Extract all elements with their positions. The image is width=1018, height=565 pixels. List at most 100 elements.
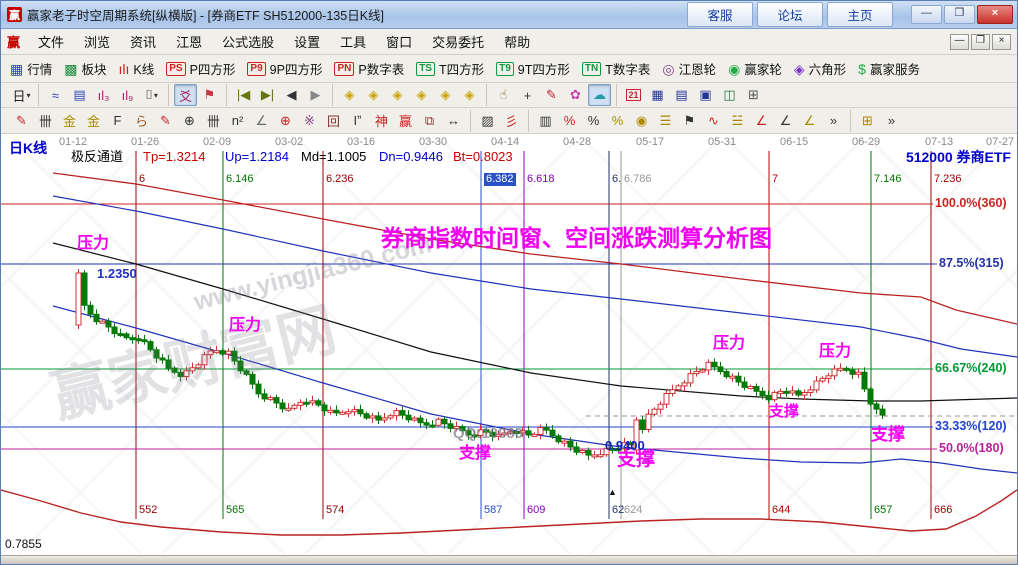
gold-hlines2-icon[interactable]: ☱	[731, 112, 744, 128]
kline-button[interactable]: ılı K线	[114, 57, 160, 80]
color-flag-icon[interactable]: ⚑	[203, 87, 216, 102]
ying-tool-icon[interactable]: 赢	[398, 114, 412, 129]
gann-level-label[interactable]: 50.0%(180)	[939, 441, 1004, 455]
pattern-icon[interactable]: ≈	[51, 87, 60, 103]
save-icon[interactable]: ▣	[699, 87, 712, 102]
pencil-tool-icon[interactable]: ✎	[16, 112, 27, 128]
support-annotation[interactable]: 支撑	[769, 403, 800, 420]
set-square-icon[interactable]: ∠	[255, 112, 268, 128]
resistance-annotation[interactable]: 压力	[229, 317, 262, 334]
gann-vline-top-label[interactable]: 7	[772, 173, 779, 185]
pct-strike-icon[interactable]: %	[563, 113, 576, 128]
fit-width-icon[interactable]: ◈	[392, 87, 403, 102]
wave-cloud-icon[interactable]: ☁	[588, 84, 611, 106]
resistance-annotation[interactable]: 压力	[77, 235, 110, 252]
shade-rect-icon[interactable]: ▨	[481, 112, 494, 128]
gann-vline-bottom-label[interactable]: 657	[874, 504, 893, 516]
h-measure-icon[interactable]: ↔	[447, 113, 460, 128]
mdi-minimize-button[interactable]: —	[950, 33, 969, 50]
quotes-button[interactable]: ▦ 行情	[5, 57, 57, 80]
calendar-icon[interactable]: 21	[626, 89, 641, 101]
f-angle-icon[interactable]: ∠	[779, 112, 792, 128]
gann-vline-bottom-label[interactable]: 565	[226, 504, 245, 516]
homepage-button[interactable]: 主页	[827, 2, 893, 27]
winner-wheel-button[interactable]: ◉ 赢家轮	[723, 57, 787, 80]
info-panel-icon[interactable]: ▤	[73, 87, 86, 102]
gann-vline-top-label[interactable]: 6.382	[484, 173, 516, 186]
gann-vline-bottom-label[interactable]: 552	[139, 504, 158, 516]
full-view-icon[interactable]: ◈	[464, 87, 475, 102]
forum-button[interactable]: 论坛	[757, 2, 823, 27]
gann-vline-top-label[interactable]: 7.146	[874, 173, 902, 185]
gann-level-label[interactable]: 87.5%(315)	[939, 256, 1004, 270]
crosshair-tool-icon[interactable]: +	[523, 87, 532, 103]
marker-pen-icon[interactable]: ✎	[160, 112, 171, 128]
stat-columns-icon[interactable]: ▥	[539, 112, 552, 128]
print-icon[interactable]: ⊞	[748, 87, 759, 102]
flag-pen-icon[interactable]: ⚑	[683, 112, 696, 128]
support-annotation[interactable]: 支撑	[459, 445, 492, 462]
pct-gold-icon[interactable]: %	[611, 113, 624, 128]
gann-vline-bottom-label[interactable]: 62	[612, 504, 625, 516]
window-resize-strip[interactable]	[1, 555, 1017, 564]
gold-sieve2-icon[interactable]: 金	[86, 114, 100, 129]
t-table-button[interactable]: TN T数字表	[577, 57, 655, 80]
sectors-button[interactable]: ▩ 板块	[59, 57, 111, 80]
mdi-close-button[interactable]: ×	[992, 33, 1011, 50]
cycle-circle-icon[interactable]: ⊕	[184, 112, 195, 128]
gann-vline-top-label[interactable]: 6.618	[527, 173, 555, 185]
restore-button[interactable]: ❐	[944, 5, 975, 24]
comb-grid-icon[interactable]: 卌	[38, 114, 52, 129]
more-tools-chevron[interactable]: »	[829, 113, 838, 128]
page-prev-icon[interactable]: ◀	[286, 87, 297, 102]
support-annotation[interactable]: 支撑	[617, 449, 656, 470]
expand-all-icon[interactable]: ◈	[440, 87, 451, 102]
gold-hlines-icon[interactable]: ☰	[659, 112, 672, 128]
gann-vline-top-label[interactable]: 6.236	[326, 173, 354, 185]
gann-vline-bottom-label[interactable]: 574	[326, 504, 345, 516]
p-table-button[interactable]: PN P数字表	[329, 57, 409, 80]
gann-level-label[interactable]: 33.33%(120)	[935, 419, 1007, 433]
menu-公式选股[interactable]: 公式选股	[222, 35, 275, 50]
menu-帮助[interactable]: 帮助	[504, 35, 531, 50]
zoom-out-x-icon[interactable]: ◈	[344, 87, 355, 102]
spiral-tool-icon[interactable]: ら	[134, 114, 148, 129]
gann-wheel-button[interactable]: ◎ 江恩轮	[657, 57, 721, 80]
minimize-button[interactable]: —	[911, 5, 942, 24]
knot-tool-icon[interactable]: ※	[304, 112, 315, 128]
9t-square-button[interactable]: T9 9T四方形	[491, 57, 575, 80]
percent-icon[interactable]: %	[587, 113, 600, 128]
gann-level-label[interactable]: 66.67%(240)	[935, 361, 1007, 375]
j-angle-icon[interactable]: ∠	[755, 112, 768, 128]
resistance-annotation[interactable]: 压力	[819, 343, 852, 360]
ruler-123-icon[interactable]: ⧉	[424, 112, 435, 128]
jifan-channel-icon[interactable]: 爻	[174, 84, 197, 106]
mini-chart3-icon[interactable]: ıl₃	[97, 87, 110, 103]
notebook-icon[interactable]: ▤	[675, 87, 688, 102]
menu-江恩[interactable]: 江恩	[176, 35, 203, 50]
menu-设置[interactable]: 设置	[294, 35, 321, 50]
compress-icon[interactable]: ◈	[416, 87, 427, 102]
calculator-icon[interactable]: ▦	[651, 87, 664, 102]
menu-浏览[interactable]: 浏览	[84, 35, 111, 50]
menu-工具[interactable]: 工具	[340, 35, 367, 50]
gann-vline-bottom-label[interactable]: 644	[772, 504, 791, 516]
color-fan-icon[interactable]: 彡	[504, 114, 518, 129]
gann-vline-top-label[interactable]: 6	[139, 173, 146, 185]
close-button[interactable]: ×	[977, 5, 1013, 24]
goto-last-icon[interactable]: ▶|	[260, 87, 275, 102]
hexagon-button[interactable]: ◈ 六角形	[789, 57, 851, 80]
red-target-icon[interactable]: ⊕	[280, 112, 291, 128]
mdi-restore-button[interactable]: ❐	[971, 33, 990, 50]
menu-资讯[interactable]: 资讯	[130, 35, 157, 50]
menu-窗口[interactable]: 窗口	[386, 35, 413, 50]
more-chevron2[interactable]: »	[887, 113, 896, 128]
gold-angle-icon[interactable]: ∠	[803, 112, 816, 128]
gann-vline-top-label[interactable]: 6.	[612, 173, 622, 185]
yellow-grid-icon[interactable]: ⊞	[862, 112, 873, 128]
winner-service-button[interactable]: $ 赢家服务	[853, 57, 925, 80]
menu-交易委托[interactable]: 交易委托	[432, 35, 485, 50]
gann-vline-bottom-label[interactable]: 587	[484, 504, 503, 516]
gann-vline-top-label[interactable]: 6.146	[226, 173, 254, 185]
chart-title-annotation[interactable]: 券商指数时间窗、空间涨跌测算分析图	[381, 225, 772, 251]
